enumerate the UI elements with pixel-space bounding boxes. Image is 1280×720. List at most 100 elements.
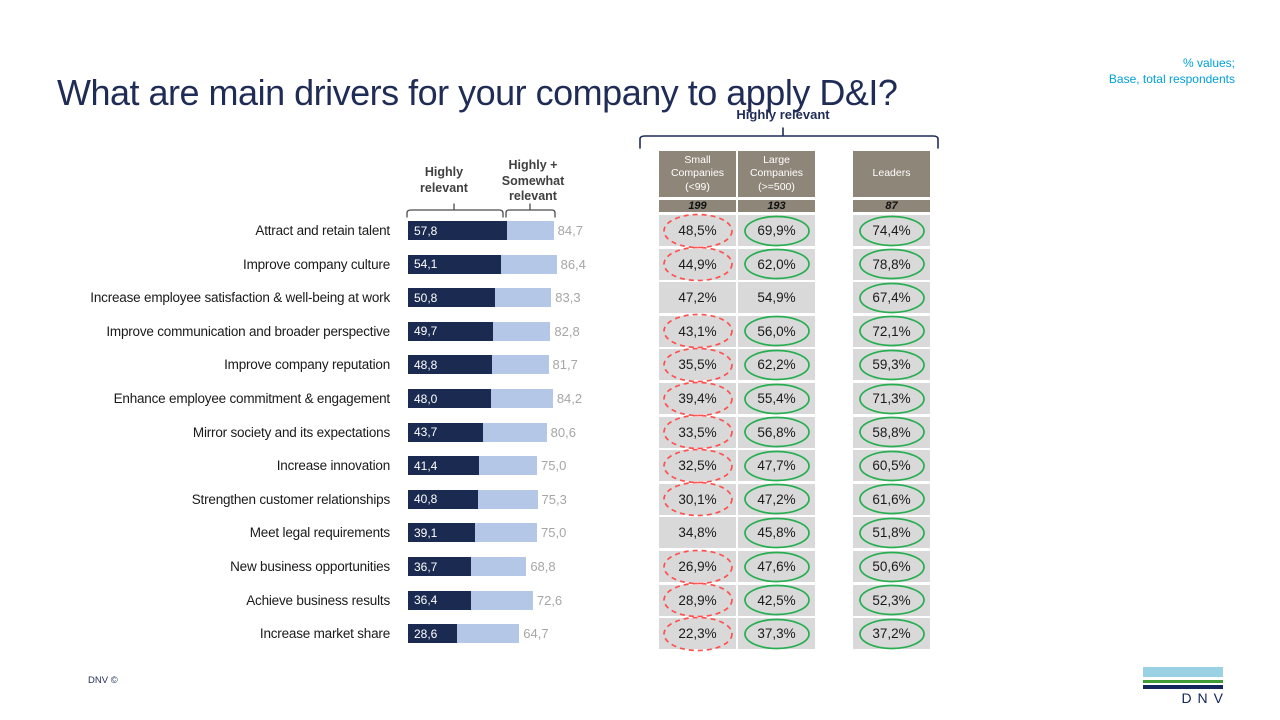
cell-value: 32,5% [678,458,717,474]
category-label: Meet legal requirements [249,525,390,541]
table-cell-large: 62,2% [738,349,815,381]
stacked-bar: 43,7 [408,422,547,442]
cell-value: 28,9% [678,592,717,608]
table-cell-small: 39,4% [659,381,736,416]
table-cell-large: 45,8% [738,517,815,549]
table-cell-small: 34,8% [659,517,736,549]
bar-highly-value: 43,7 [414,425,438,440]
category-label: Improve company culture [243,256,390,272]
green-oval [858,282,925,314]
red-dashed-oval [662,313,733,349]
cell-value: 69,9% [757,223,796,238]
bar-somewhat-segment [493,321,551,341]
table-cell-large: 37,3% [738,618,815,650]
green-oval [743,215,810,246]
table-cell-large: 62,0% [738,248,815,280]
table-cell-small: 30,1% [659,481,736,517]
cell-value: 58,8% [872,424,911,440]
table-cell-large: 56,0% [738,315,815,347]
cell-value: 71,3% [872,391,911,406]
red-dashed-oval [662,582,733,618]
stacked-bar: 57,8 [408,221,554,240]
cell-value: 62,2% [757,357,796,373]
cell-value: 59,3% [872,357,911,373]
stacked-bar: 54,1 [408,254,557,274]
table-cell-large: 47,6% [738,551,815,582]
bar-highly-value: 48,0 [414,391,438,406]
bar-highly-value: 36,4 [414,593,438,608]
bar-row: Achieve business results 36,4 72,6 [0,585,620,616]
bar-row: Attract and retain talent 57,8 84,7 [0,215,620,246]
bar-highly-value: 41,4 [414,458,438,473]
green-oval [858,517,925,549]
bar-total-value: 75,0 [541,525,567,541]
cell-value: 33,5% [678,424,717,440]
bar-highly-value: 40,8 [414,492,438,507]
table-cell-leaders: 58,8% [853,416,930,448]
red-dashed-oval [662,381,733,416]
bar-somewhat-segment [501,254,557,274]
table-cell-leaders: 50,6% [853,551,930,582]
table-cell-leaders: 72,1% [853,315,930,347]
green-oval [858,551,925,582]
green-oval [858,450,925,482]
category-label: Increase employee satisfaction & well-be… [90,290,390,306]
table-cell-large: 54,9% [738,282,815,314]
legend-highly-somewhat-relevant: Highly + Somewhat relevant [501,158,565,204]
table-cell-large: 55,4% [738,383,815,414]
column-header-small-companies: Small Companies (<99) [659,151,736,197]
legend-highly-relevant: Highly relevant [420,165,468,195]
table-cell-small: 22,3% [659,616,736,652]
page-title: What are main drivers for your company t… [57,72,898,114]
table-cell-small: 26,9% [659,549,736,584]
bar-total-value: 68,8 [530,559,556,574]
bar-total-value: 72,6 [536,592,563,608]
table-cell-small: 32,5% [659,448,736,484]
bar-total-value: 84,7 [557,223,583,238]
bar-somewhat-segment [470,590,533,610]
table-cell-leaders: 51,8% [853,517,930,549]
bar-row: Enhance employee commitment & engagement… [0,383,620,414]
bar-total-value: 84,2 [556,391,583,406]
stacked-bar: 48,8 [408,355,549,375]
red-dashed-oval [662,448,733,484]
table-cell-small: 35,5% [659,347,736,383]
stacked-bar: 40,8 [408,489,538,509]
bar-somewhat-segment [475,523,537,543]
category-label: Increase innovation [276,458,390,474]
cell-value: 37,2% [872,626,911,642]
table-cell-large: 69,9% [738,215,815,246]
green-oval [743,584,810,616]
bar-highly-value: 28,6 [414,626,438,641]
cell-value: 55,4% [757,391,796,406]
base-value-small: 199 [659,200,736,212]
dnv-logo: DNV [1143,667,1223,706]
stacked-bar: 36,7 [408,557,527,576]
bar-highly-segment: 36,7 [408,557,472,576]
category-label: Attract and retain talent [255,223,390,238]
cell-value: 48,5% [678,223,717,238]
table-cell-leaders: 60,5% [853,450,930,482]
bar-highly-segment: 28,6 [408,624,458,644]
table-cell-leaders: 59,3% [853,349,930,381]
bar-highly-segment: 39,1 [408,523,476,543]
bar-highly-segment: 43,7 [408,422,484,442]
green-oval [743,349,810,381]
stacked-bar: 28,6 [408,624,520,644]
red-dashed-oval [662,481,733,517]
table-cell-leaders: 61,6% [853,483,930,515]
cell-value: 67,4% [872,290,911,306]
cell-value: 56,8% [757,424,796,440]
stacked-bar: 41,4 [408,456,537,476]
bar-highly-segment: 49,7 [408,321,494,341]
category-label: Improve company reputation [224,357,390,373]
cell-value: 34,8% [678,525,717,541]
table-group-label: Highly relevant [736,107,830,122]
cell-value: 45,8% [757,525,796,541]
green-oval [858,349,925,381]
highly-somewhat-brace [505,203,556,218]
table-cell-leaders: 78,8% [853,248,930,280]
table-cell-small: 47,2% [659,282,736,314]
